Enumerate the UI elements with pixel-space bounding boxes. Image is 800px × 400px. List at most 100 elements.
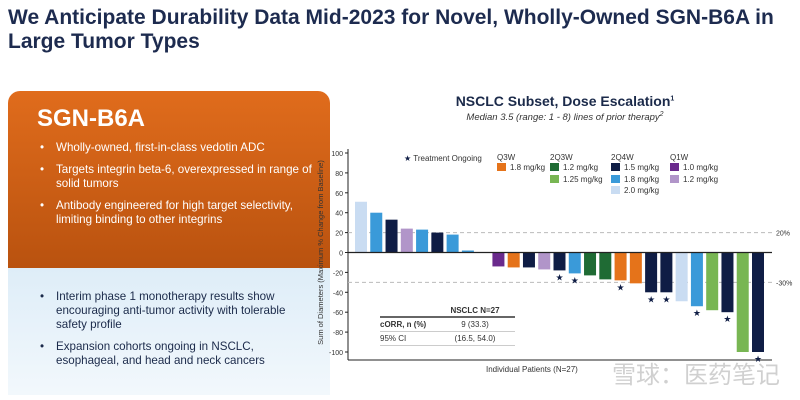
bar bbox=[629, 252, 642, 284]
bar bbox=[645, 252, 658, 293]
legend-label: 1.5 mg/kg bbox=[624, 163, 660, 172]
bar bbox=[416, 229, 429, 253]
star-icon: ★ bbox=[555, 272, 563, 282]
y-tick-label: 80 bbox=[335, 171, 343, 178]
y-tick-label: -80 bbox=[333, 330, 343, 337]
legend-item: 1.8 mg/kg bbox=[497, 163, 545, 172]
legend-label: 1.25 mg/kg bbox=[563, 174, 603, 184]
footnote-ref: 2 bbox=[659, 111, 664, 118]
reference-label: -30% bbox=[776, 280, 792, 287]
y-tick-label: 60 bbox=[335, 191, 343, 198]
legend-label: 1.8 mg/kg bbox=[510, 163, 546, 172]
legend-swatch bbox=[670, 163, 679, 171]
bar bbox=[522, 252, 535, 268]
star-icon: ★ bbox=[647, 294, 655, 304]
bar bbox=[721, 252, 734, 313]
footnote-ref: 1 bbox=[670, 95, 675, 103]
bullet: Expansion cohorts ongoing in NSCLC, esop… bbox=[40, 340, 312, 368]
bar bbox=[355, 201, 367, 253]
bullet: Interim phase 1 monotherapy results show… bbox=[40, 290, 312, 332]
bullet: Wholly-owned, first-in-class vedotin ADC bbox=[40, 141, 312, 155]
legend-label: 1.8 mg/kg bbox=[624, 174, 660, 184]
legend-item: 1.0 mg/kg bbox=[670, 163, 718, 172]
y-tick-label: 20 bbox=[335, 231, 343, 238]
bar bbox=[614, 252, 627, 281]
star-icon: ★ bbox=[723, 314, 731, 324]
legend-swatch bbox=[611, 163, 620, 171]
panel-heading: SGN-B6A bbox=[37, 105, 146, 132]
table-row: cORR, n (%) 9 (33.3) bbox=[380, 318, 515, 332]
legend-item: 1.2 mg/kg bbox=[670, 174, 719, 184]
legend-item: 2.0 mg/kg bbox=[611, 186, 659, 195]
star-icon: ★ bbox=[754, 354, 762, 364]
bar bbox=[752, 252, 764, 352]
legend-item: 1.8 mg/kg bbox=[611, 174, 660, 184]
table-row: 95% CI (16.5, 54.0) bbox=[380, 332, 515, 346]
bar bbox=[446, 234, 459, 253]
star-icon: ★ bbox=[693, 308, 701, 318]
reference-label: 20% bbox=[776, 231, 790, 238]
response-table: NSCLC N=27 cORR, n (%) 9 (33.3) 95% CI (16… bbox=[380, 304, 515, 346]
bar bbox=[385, 219, 398, 253]
bar bbox=[568, 252, 581, 274]
legend-label: Treatment Ongoing bbox=[413, 154, 482, 163]
bullet: Targets integrin beta-6, overexpressed i… bbox=[40, 163, 312, 191]
header-cell: NSCLC N=27 bbox=[450, 305, 500, 315]
x-axis-label: Individual Patients (N=27) bbox=[486, 365, 578, 374]
legend-swatch bbox=[550, 174, 559, 183]
bar bbox=[599, 252, 612, 280]
y-axis-label: Sum of Diameters (Maximum % Change from … bbox=[316, 160, 325, 345]
chart-title: NSCLC Subset, Dose Escalation1 bbox=[330, 93, 800, 109]
bar bbox=[675, 252, 688, 302]
y-tick-label: 100 bbox=[331, 151, 343, 158]
y-tick-label: 0 bbox=[339, 251, 343, 258]
bar bbox=[492, 252, 505, 267]
chart-subtitle: Median 3.5 (range: 1 - 8) lines of prior… bbox=[330, 111, 800, 123]
row-label: 95% CI bbox=[380, 334, 407, 343]
row-value: 9 (33.3) bbox=[461, 320, 489, 329]
y-tick-label: -40 bbox=[333, 290, 343, 297]
table-header: NSCLC N=27 bbox=[380, 304, 515, 318]
star-icon: ★ bbox=[404, 154, 412, 163]
y-tick-label: 40 bbox=[335, 211, 343, 218]
bullet: Antibody engineered for high target sele… bbox=[40, 199, 312, 227]
bar bbox=[400, 228, 413, 253]
star-icon: ★ bbox=[571, 275, 579, 285]
legend-label: 2.0 mg/kg bbox=[624, 186, 660, 195]
legend-schedule: Q3W bbox=[497, 153, 516, 162]
legend-schedule: Q1W bbox=[670, 153, 689, 162]
legend-label: 1.0 mg/kg bbox=[683, 163, 719, 172]
highlights-panel: SGN-B6A Wholly-owned, first-in-class ved… bbox=[8, 91, 330, 268]
legend-swatch bbox=[611, 186, 620, 194]
bar bbox=[706, 252, 719, 311]
results-panel: Interim phase 1 monotherapy results show… bbox=[8, 268, 330, 395]
legend-item: 1.5 mg/kg bbox=[611, 163, 659, 172]
bar bbox=[690, 252, 703, 307]
legend-swatch bbox=[670, 174, 679, 183]
bar bbox=[507, 252, 520, 268]
legend-schedule: 2Q4W bbox=[611, 153, 634, 162]
bar bbox=[553, 252, 566, 271]
legend-ongoing: ★ Treatment Ongoing bbox=[404, 154, 482, 163]
legend-item: 1.25 mg/kg bbox=[550, 174, 603, 184]
y-tick-label: -60 bbox=[333, 310, 343, 317]
legend-label: 1.2 mg/kg bbox=[563, 163, 599, 172]
bar bbox=[660, 252, 673, 293]
bar bbox=[538, 252, 551, 270]
bar bbox=[370, 212, 383, 253]
bar bbox=[461, 250, 474, 253]
legend-label: 1.2 mg/kg bbox=[683, 174, 719, 184]
legend-schedule: 2Q3W bbox=[550, 153, 573, 162]
legend-swatch bbox=[497, 163, 506, 171]
slide-title: We Anticipate Durability Data Mid-2023 f… bbox=[8, 6, 774, 53]
row-label: cORR, n (%) bbox=[380, 320, 427, 329]
watermark: 雪球：医药笔记 bbox=[612, 362, 780, 389]
bar bbox=[584, 252, 597, 276]
legend-swatch bbox=[550, 163, 559, 171]
star-icon: ★ bbox=[662, 294, 670, 304]
legend-item: 1.2 mg/kg bbox=[550, 163, 598, 172]
row-value: (16.5, 54.0) bbox=[454, 334, 496, 343]
y-tick-label: -20 bbox=[333, 270, 343, 277]
legend-swatch bbox=[611, 174, 620, 183]
